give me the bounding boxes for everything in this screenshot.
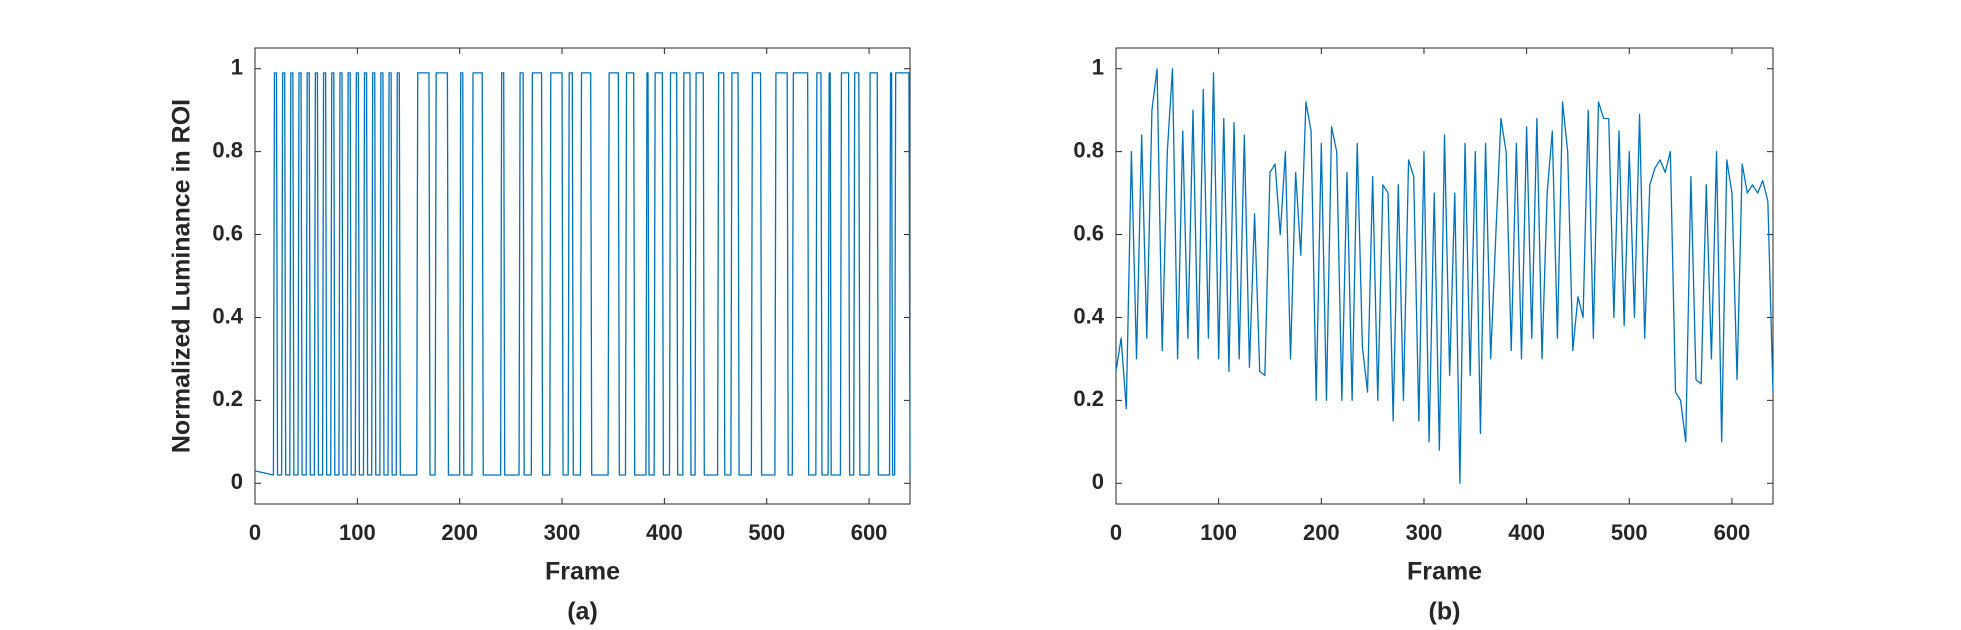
y-tick-label: 1	[231, 55, 243, 80]
y-tick-label: 0.2	[1073, 386, 1104, 411]
x-axis-label: Frame	[545, 558, 620, 586]
y-tick-label: 0.2	[212, 386, 243, 411]
x-tick-label: 200	[441, 520, 478, 545]
x-tick-label: 500	[1611, 520, 1648, 545]
y-tick-label: 0.4	[1073, 303, 1104, 328]
y-tick-label: 0.8	[212, 137, 243, 162]
y-axis-label: Normalized Luminance in ROI	[168, 99, 196, 453]
x-tick-label: 100	[1200, 520, 1237, 545]
y-tick-label: 0.8	[1073, 137, 1104, 162]
y-tick-label: 0	[231, 469, 243, 494]
x-tick-label: 0	[249, 520, 261, 545]
x-tick-label: 200	[1303, 520, 1340, 545]
x-tick-label: 400	[646, 520, 683, 545]
x-tick-label: 300	[1406, 520, 1443, 545]
y-tick-label: 0.6	[212, 220, 243, 245]
y-tick-label: 1	[1092, 55, 1104, 80]
x-tick-label: 600	[851, 520, 888, 545]
x-tick-label: 0	[1110, 520, 1122, 545]
plot-area	[254, 47, 911, 505]
caption: (b)	[1429, 598, 1461, 626]
plot-area	[1115, 47, 1774, 505]
x-axis-label: Frame	[1407, 558, 1482, 586]
caption: (a)	[567, 598, 598, 626]
x-tick-label: 300	[544, 520, 581, 545]
x-tick-label: 500	[748, 520, 785, 545]
x-tick-label: 600	[1714, 520, 1751, 545]
data-line	[1115, 68, 1774, 484]
data-line	[254, 72, 911, 476]
x-tick-label: 400	[1508, 520, 1545, 545]
y-tick-label: 0.4	[212, 303, 243, 328]
y-tick-label: 0	[1092, 469, 1104, 494]
x-tick-label: 100	[339, 520, 376, 545]
y-tick-label: 0.6	[1073, 220, 1104, 245]
